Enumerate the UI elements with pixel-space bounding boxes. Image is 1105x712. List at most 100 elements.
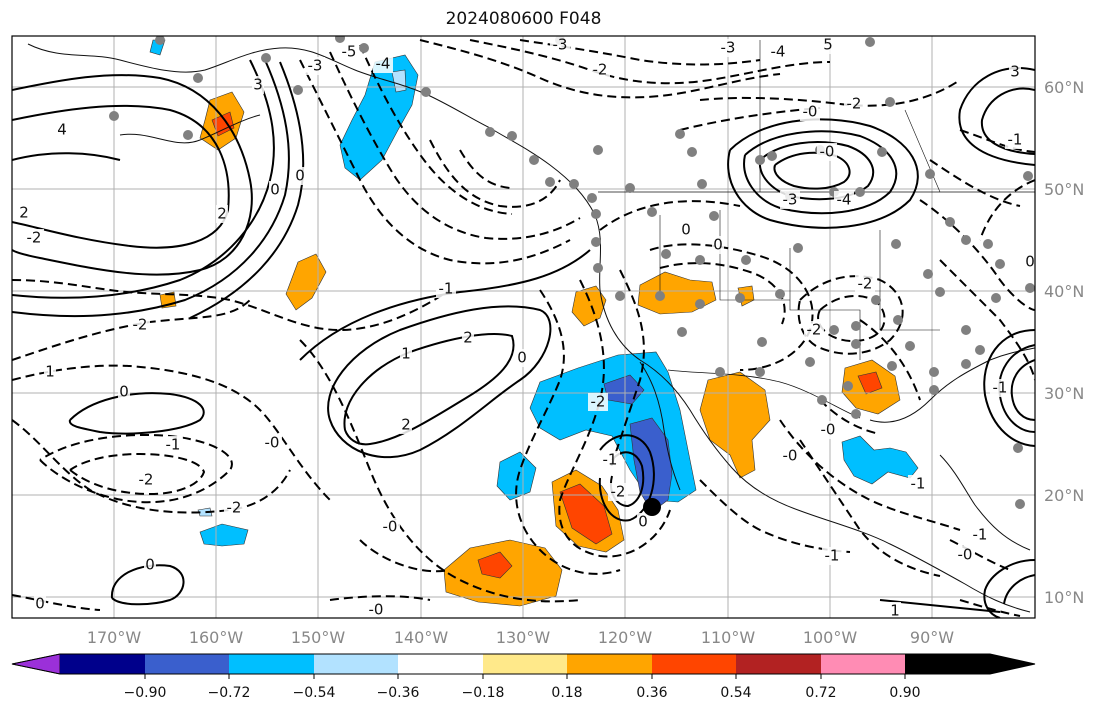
contour-label-background [804, 321, 824, 339]
lon-label: 160°W [189, 628, 244, 647]
contour-label-background [908, 475, 928, 493]
lat-label: 20°N [1044, 486, 1084, 505]
positive-anomaly-california [571, 285, 607, 327]
contour-label: 5 [823, 36, 833, 54]
contour-label: -2 [227, 499, 242, 517]
contour-label: -3 [783, 191, 798, 209]
positive-anomaly-mexico [699, 371, 771, 479]
contour-label-background [1005, 131, 1025, 149]
colorbar-tick-label: −0.72 [208, 685, 251, 701]
contour-labels: 42-20023-3-5-4-210-1-2-200-12120-0-0-000… [18, 36, 1035, 620]
colorbar-segment [652, 654, 736, 674]
contour-label: 3 [253, 76, 263, 94]
contour-label: -2 [27, 229, 42, 247]
contour-label-background [56, 121, 68, 139]
colorbar-tick-label: 0.18 [551, 685, 582, 701]
contour-label-background [600, 451, 620, 469]
contour-label-background [366, 601, 386, 618]
contour-label-background [970, 526, 990, 544]
negative-anomaly-baja-west [496, 451, 537, 501]
contour-label-background [516, 349, 528, 367]
positive-anomaly-pacific-a [285, 253, 327, 311]
contour-label: -0 [821, 421, 836, 439]
contour-label: -1 [603, 451, 618, 469]
contour-label-background [818, 421, 838, 439]
contour-label: 1 [401, 345, 411, 363]
contour-label-background [855, 275, 875, 293]
lat-label: 10°N [1044, 588, 1084, 607]
colorbar-extend-high [905, 654, 1035, 674]
contour-label: 0 [517, 349, 527, 367]
contour-label: -4 [771, 43, 786, 61]
contour-label-background [400, 416, 412, 434]
contour-label-background [294, 167, 306, 185]
contour-label-background [817, 143, 837, 161]
colorbar-tick-label: 0.36 [636, 685, 667, 701]
colorbar-segment [736, 654, 821, 674]
lon-label: 120°W [598, 628, 653, 647]
contour-label: -1 [166, 436, 181, 454]
contour-label: -2 [611, 483, 626, 501]
colorbar-ticks [144, 674, 906, 679]
strong-negative-anomaly-hurricane [629, 417, 673, 513]
contour-label-background [144, 556, 156, 574]
contour-label-background [400, 345, 412, 363]
contour-label: -1 [825, 547, 840, 565]
contour-label: -5 [342, 43, 357, 61]
contour-label-background [373, 55, 393, 73]
contour-label-background [34, 595, 46, 613]
colorbar-segment [567, 654, 652, 674]
colorbar-tick-label: −0.90 [124, 685, 167, 701]
contour-label-background [436, 280, 456, 298]
contour-label-background [822, 547, 842, 565]
colorbar-outline [11, 653, 1036, 675]
lon-label: 90°W [910, 628, 954, 647]
colorbar-tick-label: −0.36 [377, 685, 420, 701]
lon-label: 110°W [701, 628, 756, 647]
contour-label-background [380, 518, 400, 536]
colorbar-tick-label: −0.54 [293, 685, 336, 701]
contour-label-background [637, 513, 649, 531]
contour-label: -1 [439, 280, 454, 298]
lon-label: 170°W [87, 628, 142, 647]
contour-label: 0 [638, 513, 648, 531]
latitude-labels: 60°N 50°N 40°N 30°N 20°N 10°N [1044, 78, 1084, 607]
contour-label-background [18, 204, 30, 222]
negative-anomaly-hawaii [199, 523, 249, 547]
lat-label: 40°N [1044, 282, 1084, 301]
contour-label: -0 [383, 518, 398, 536]
contour-label-background [780, 447, 800, 465]
contour-label: 2 [19, 204, 29, 222]
strong-positive-anomaly-gulf [857, 371, 883, 395]
contour-label-background [712, 236, 724, 254]
colorbar-extend-low [11, 653, 61, 675]
contour-label: 0 [35, 595, 45, 613]
contour-label: 2 [463, 329, 473, 347]
contour-label: -2 [591, 393, 606, 411]
contour-label: 4 [57, 121, 67, 139]
contour-label-background [252, 76, 264, 94]
contour-label: 2 [401, 416, 411, 434]
colorbar-segment [60, 654, 145, 674]
lat-label: 30°N [1044, 384, 1084, 403]
contour-label: 0 [145, 556, 155, 574]
contour-label-background [834, 191, 854, 209]
longitude-labels: 170°W 160°W 150°W 140°W 130°W 120°W 110°… [87, 628, 954, 647]
colorbar-segment [229, 654, 314, 674]
light-blue-anomaly-hawaii [197, 507, 213, 517]
contour-label: 1 [890, 602, 900, 620]
strong-positive-anomaly-eastern-pacific [477, 551, 513, 579]
colorbar-segment [314, 654, 398, 674]
lon-label: 140°W [394, 628, 449, 647]
contour-label-background [136, 471, 156, 489]
contour-label-background [588, 393, 608, 411]
colorbar: −0.90 −0.72 −0.54 −0.36 −0.18 0.18 0.36 … [11, 653, 1036, 701]
contour-label: -2 [847, 95, 862, 113]
contour-label-background [889, 602, 901, 618]
negative-anomaly-gulf-south [841, 435, 919, 485]
contour-label: -0 [958, 546, 973, 564]
lon-label: 130°W [496, 628, 551, 647]
contour-label: -0 [265, 434, 280, 452]
contour-label-background [462, 329, 474, 347]
map-frame [11, 35, 1036, 619]
